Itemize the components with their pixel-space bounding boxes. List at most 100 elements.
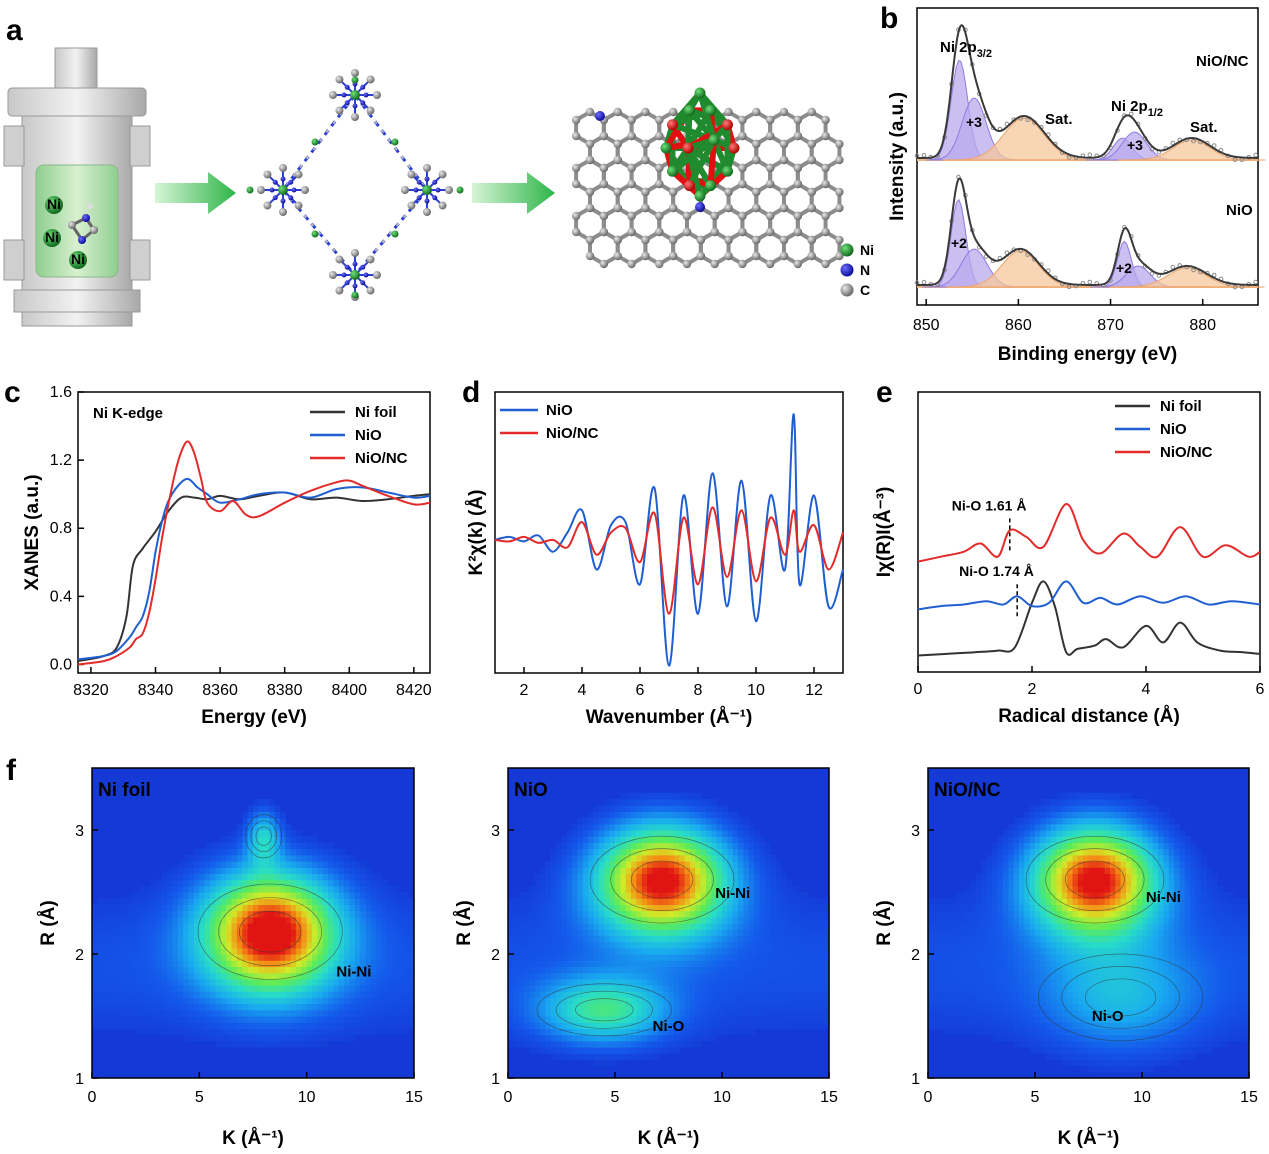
annotation-ni2p32: Ni 2p3/2 (940, 39, 992, 60)
heat-cell (727, 867, 734, 874)
nitrogen-atom (360, 100, 366, 106)
heat-cell (743, 929, 750, 936)
heat-cell (679, 1040, 686, 1048)
heat-cell (295, 916, 302, 924)
heat-cell (263, 892, 270, 899)
heat-cell (599, 1003, 605, 1011)
contour-line (218, 897, 323, 967)
heat-cell (620, 997, 627, 1005)
heat-cell (716, 848, 723, 856)
heat-cell (215, 916, 222, 924)
heat-cell (387, 947, 394, 955)
heat-cell (561, 916, 568, 924)
heat-cell (360, 972, 367, 980)
heat-cell (754, 978, 761, 986)
heat-cell (220, 1003, 227, 1011)
heat-cell (684, 910, 691, 918)
heat-cell (657, 985, 664, 992)
heat-cell (134, 935, 141, 943)
heat-cell (97, 966, 104, 974)
heat-cell (194, 1028, 200, 1036)
heat-cell (188, 879, 195, 887)
heat-cell (625, 1016, 632, 1023)
heat-cell (700, 873, 707, 881)
heat-cell (226, 885, 233, 893)
heat-cell (695, 941, 702, 949)
heat-cell (711, 1022, 718, 1029)
heat-cell (722, 1003, 728, 1011)
heat-cell (534, 1022, 541, 1029)
contour-line (610, 848, 714, 911)
heat-cell (679, 1028, 686, 1036)
heat-cell (604, 823, 611, 831)
heat-cell (775, 904, 782, 912)
heat-cell (791, 1003, 798, 1011)
heat-cell (684, 799, 691, 806)
heat-cell (408, 929, 415, 936)
heat-cell (652, 916, 659, 924)
heat-cell (566, 960, 573, 967)
heat-cell (204, 1009, 211, 1017)
heat-cell (695, 1009, 702, 1017)
heat-cell (954, 972, 961, 980)
heat-cell (156, 1028, 163, 1036)
heat-cell (780, 1009, 787, 1017)
heat-cell (976, 978, 983, 986)
heat-cell (306, 842, 313, 850)
heat-cell (928, 935, 934, 943)
heat-cell (625, 848, 632, 856)
heat-cell (376, 879, 383, 887)
heat-cell (823, 947, 830, 955)
heat-cell (534, 916, 541, 924)
heat-cell (738, 836, 744, 843)
x-tick-label: 2 (520, 682, 529, 699)
carbon-atom (738, 259, 747, 269)
heat-cell (764, 923, 771, 930)
heat-cell (247, 823, 254, 831)
heat-cell (177, 960, 184, 967)
heat-cell (317, 1040, 324, 1048)
heat-cell (711, 823, 718, 831)
nio-nc-structure-illustration (571, 87, 844, 269)
heat-cell (161, 898, 168, 905)
heat-cell (285, 972, 292, 980)
heat-cell (609, 1053, 616, 1060)
heat-cell (938, 941, 945, 949)
heat-cell (242, 997, 249, 1005)
heat-cell (274, 935, 281, 943)
carbon-atom (807, 203, 816, 213)
heat-cell (376, 991, 383, 998)
heat-cell (764, 898, 771, 905)
heat-cell (652, 823, 659, 831)
heat-cell (700, 1022, 707, 1029)
heat-cell (215, 904, 222, 912)
heat-cell (743, 854, 750, 862)
heat-cell (970, 892, 977, 899)
heat-cell (636, 923, 643, 930)
heat-cell (711, 854, 718, 862)
heat-cell (970, 916, 977, 924)
heat-cell (151, 997, 157, 1005)
x-tick-label: 880 (1189, 317, 1216, 334)
heat-cell (371, 960, 378, 967)
heat-cell (636, 879, 643, 887)
heat-cell (231, 978, 238, 986)
heat-cell (647, 904, 654, 912)
heat-cell (770, 867, 777, 874)
heat-cell (775, 923, 782, 930)
heat-cell (253, 805, 259, 812)
heat-cell (371, 892, 378, 899)
heat-cell (802, 904, 809, 912)
heat-cell (199, 954, 206, 961)
heat-cell (933, 966, 940, 974)
heat-cell (556, 892, 563, 899)
heat-cell (140, 1022, 147, 1029)
heat-cell (631, 854, 637, 862)
carbon-atom (335, 255, 344, 264)
heat-cell (242, 991, 249, 998)
heat-cell (625, 836, 632, 843)
heat-cell (145, 916, 152, 924)
heat-cell (748, 923, 755, 930)
heat-cell (668, 879, 675, 887)
